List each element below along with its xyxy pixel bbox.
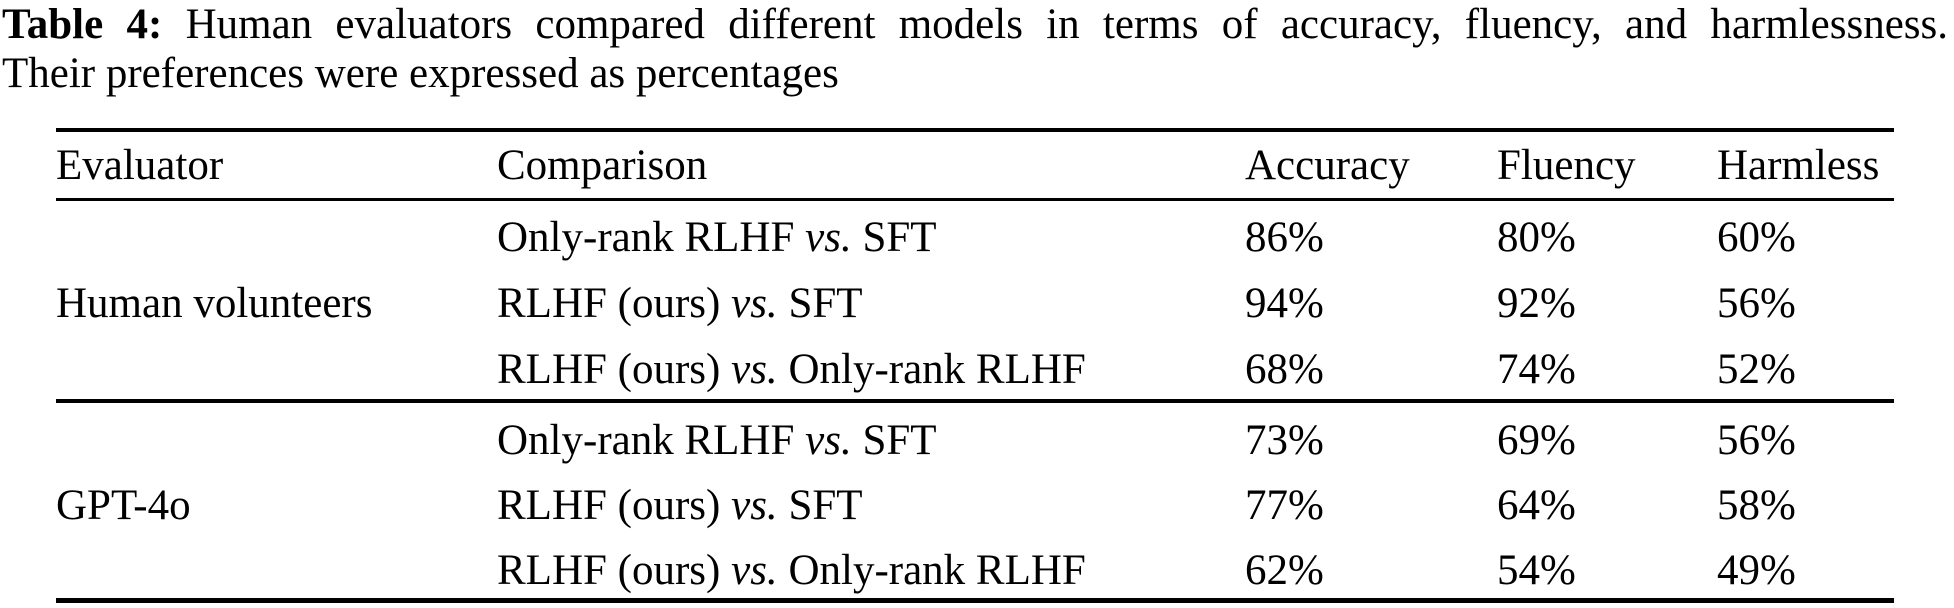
- harmless-cell: 49%: [1717, 546, 1796, 594]
- comparison-model-a: RLHF (ours): [497, 345, 721, 393]
- fluency-cell: 69%: [1497, 416, 1576, 464]
- comparison-cell: RLHF (ours) vs. Only-rank RLHF: [497, 533, 1245, 601]
- vs-label: vs.: [805, 213, 852, 261]
- evaluator-cell: GPT-4o: [56, 481, 191, 529]
- comparison-model-b: SFT: [788, 279, 863, 327]
- comparison-model-a: Only-rank RLHF: [497, 416, 795, 464]
- comparison-model-a: RLHF (ours): [497, 481, 721, 529]
- col-header-evaluator: Evaluator: [56, 130, 497, 201]
- fluency-cell: 74%: [1497, 345, 1576, 393]
- table-caption: Table 4: Human evaluators compared diffe…: [2, 0, 1948, 98]
- accuracy-cell: 73%: [1245, 416, 1324, 464]
- table-row: RLHF (ours) vs. SFT 77% 64% 58%: [56, 468, 1894, 533]
- comparison-cell: Only-rank RLHF vs. SFT: [497, 200, 1245, 268]
- comparison-model-b: Only-rank RLHF: [788, 345, 1086, 393]
- vs-label: vs.: [805, 416, 852, 464]
- comparison-model-b: Only-rank RLHF: [788, 546, 1086, 594]
- accuracy-cell: 94%: [1245, 279, 1324, 327]
- vs-label: vs.: [731, 546, 778, 594]
- table-row: RLHF (ours) vs. SFT 94% 92% 56%: [56, 267, 1894, 333]
- comparison-model-b: SFT: [862, 416, 937, 464]
- harmless-cell: 58%: [1717, 481, 1796, 529]
- accuracy-cell: 77%: [1245, 481, 1324, 529]
- group-gpt-4o: GPT-4o Only-rank RLHF vs. SFT 73% 69% 56…: [56, 401, 1894, 601]
- table-row: Human volunteers Only-rank RLHF vs. SFT …: [56, 200, 1894, 327]
- vs-label: vs.: [731, 345, 778, 393]
- comparison-cell: RLHF (ours) vs. SFT: [497, 468, 1245, 533]
- table-row: GPT-4o Only-rank RLHF vs. SFT 73% 69% 56…: [56, 401, 1894, 529]
- col-header-fluency: Fluency: [1497, 130, 1717, 201]
- accuracy-cell: 62%: [1245, 546, 1324, 594]
- col-header-accuracy: Accuracy: [1245, 130, 1497, 201]
- col-header-comparison: Comparison: [497, 130, 1245, 201]
- caption-text-line1: Human evaluators compared different mode…: [185, 1, 1948, 48]
- table-row: RLHF (ours) vs. Only-rank RLHF 62% 54% 4…: [56, 533, 1894, 601]
- harmless-cell: 52%: [1717, 345, 1796, 393]
- comparison-cell: RLHF (ours) vs. SFT: [497, 267, 1245, 333]
- comparison-model-a: Only-rank RLHF: [497, 213, 795, 261]
- comparison-model-a: RLHF (ours): [497, 279, 721, 327]
- fluency-cell: 92%: [1497, 279, 1576, 327]
- comparison-model-b: SFT: [862, 213, 937, 261]
- harmless-cell: 60%: [1717, 213, 1796, 261]
- harmless-cell: 56%: [1717, 416, 1796, 464]
- table-row: RLHF (ours) vs. Only-rank RLHF 68% 74% 5…: [56, 333, 1894, 401]
- vs-label: vs.: [731, 481, 778, 529]
- evaluator-cell: Human volunteers: [56, 279, 373, 327]
- table-header: Evaluator Comparison Accuracy Fluency Ha…: [56, 130, 1894, 201]
- vs-label: vs.: [731, 279, 778, 327]
- accuracy-cell: 86%: [1245, 213, 1324, 261]
- harmless-cell: 56%: [1717, 279, 1796, 327]
- caption-line-2: Their preferences were expressed as perc…: [2, 50, 839, 97]
- fluency-cell: 54%: [1497, 546, 1576, 594]
- header-row: Evaluator Comparison Accuracy Fluency Ha…: [56, 130, 1894, 201]
- comparison-cell: RLHF (ours) vs. Only-rank RLHF: [497, 333, 1245, 401]
- results-table: Evaluator Comparison Accuracy Fluency Ha…: [56, 128, 1894, 603]
- caption-label: Table 4:: [2, 1, 163, 48]
- comparison-cell: Only-rank RLHF vs. SFT: [497, 401, 1245, 468]
- col-header-harmless: Harmless: [1717, 130, 1894, 201]
- comparison-model-b: SFT: [788, 481, 863, 529]
- accuracy-cell: 68%: [1245, 345, 1324, 393]
- comparison-model-a: RLHF (ours): [497, 546, 721, 594]
- caption-line-1: Table 4: Human evaluators compared diffe…: [2, 0, 1948, 49]
- fluency-cell: 80%: [1497, 213, 1576, 261]
- fluency-cell: 64%: [1497, 481, 1576, 529]
- group-human-volunteers: Human volunteers Only-rank RLHF vs. SFT …: [56, 200, 1894, 401]
